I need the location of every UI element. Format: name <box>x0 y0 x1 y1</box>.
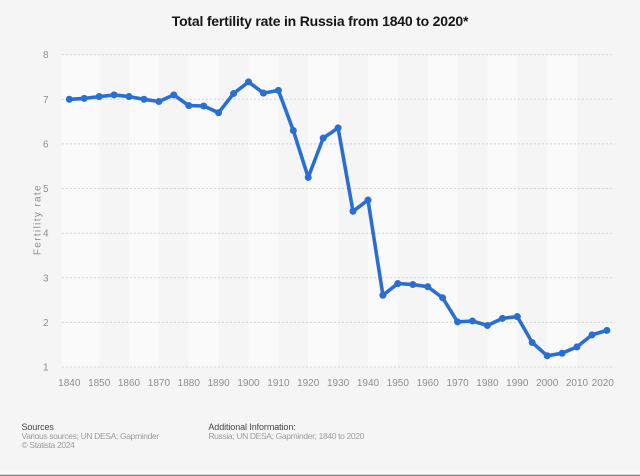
svg-text:1900: 1900 <box>237 378 260 389</box>
svg-text:1930: 1930 <box>327 378 350 389</box>
svg-text:1860: 1860 <box>118 378 141 389</box>
svg-text:3: 3 <box>43 273 49 284</box>
svg-text:1920: 1920 <box>297 378 320 389</box>
svg-text:1890: 1890 <box>207 378 230 389</box>
svg-text:Fertility rate: Fertility rate <box>33 184 44 255</box>
svg-text:7: 7 <box>43 95 49 106</box>
svg-text:1850: 1850 <box>88 378 111 389</box>
svg-text:1840: 1840 <box>58 378 81 389</box>
svg-text:6: 6 <box>43 139 49 150</box>
svg-text:2: 2 <box>43 318 49 329</box>
svg-text:1880: 1880 <box>178 378 201 389</box>
svg-text:1970: 1970 <box>446 378 469 389</box>
svg-text:4: 4 <box>43 229 49 240</box>
svg-text:1990: 1990 <box>506 378 529 389</box>
svg-text:1950: 1950 <box>387 378 410 389</box>
svg-text:1910: 1910 <box>267 378 290 389</box>
svg-text:1870: 1870 <box>148 378 171 389</box>
svg-text:8: 8 <box>43 50 49 61</box>
svg-text:1960: 1960 <box>417 378 440 389</box>
svg-text:1940: 1940 <box>357 378 380 389</box>
svg-text:1: 1 <box>43 363 49 374</box>
svg-text:1980: 1980 <box>476 378 499 389</box>
svg-text:2000: 2000 <box>536 378 559 389</box>
svg-text:2020: 2020 <box>592 378 615 389</box>
svg-text:5: 5 <box>43 184 49 195</box>
svg-text:2010: 2010 <box>566 378 589 389</box>
